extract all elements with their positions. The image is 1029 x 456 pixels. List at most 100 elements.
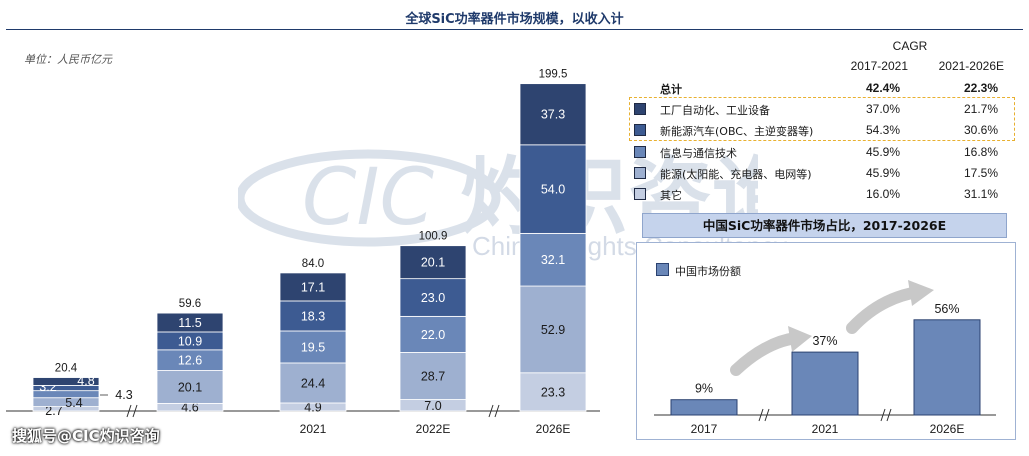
segment-label: 23.0 bbox=[421, 291, 445, 305]
share-bar-label: 56% bbox=[934, 302, 959, 316]
x-tick-label: 2026E bbox=[536, 422, 571, 436]
legend-row-name: 总计 bbox=[660, 83, 682, 96]
segment-label: 11.5 bbox=[178, 316, 201, 330]
bar-segment bbox=[519, 372, 587, 412]
share-arrow-1 bbox=[730, 332, 802, 376]
bar-segment bbox=[519, 285, 587, 374]
title-rule bbox=[6, 29, 1023, 30]
share-bar bbox=[791, 351, 859, 416]
axis-break-stroke bbox=[758, 408, 764, 422]
cagr-header: CAGR bbox=[892, 39, 928, 53]
cagr-period-1: 2017-2021 bbox=[850, 59, 908, 73]
segment-label: 17.1 bbox=[301, 280, 325, 294]
segment-label: 22.0 bbox=[421, 328, 445, 342]
share-x-tick-label: 2017 bbox=[691, 422, 718, 436]
cagr-period-2: 2021-2026E bbox=[938, 59, 1004, 73]
bar-segment bbox=[279, 272, 347, 302]
share-axis-break bbox=[880, 408, 892, 422]
segment-label: 20.1 bbox=[178, 380, 202, 394]
bar-total-label: 100.9 bbox=[419, 231, 448, 243]
legend-row-cagr-2: 21.7% bbox=[963, 102, 998, 116]
segment-label: 18.3 bbox=[301, 309, 325, 323]
share-legend-label: 中国市场份额 bbox=[675, 265, 741, 278]
bar-segment bbox=[399, 278, 467, 317]
bar-segment bbox=[279, 330, 347, 364]
share-bar-label: 37% bbox=[812, 334, 837, 348]
axis-break-stroke bbox=[880, 408, 886, 422]
axis-break-stroke bbox=[132, 404, 138, 418]
legend-row-cagr-2: 30.6% bbox=[963, 123, 998, 137]
legend-row-energy: 能源(太阳能、充电器、电网等) 45.9% 17.5% bbox=[630, 164, 1024, 183]
share-axis-break bbox=[758, 408, 770, 422]
x-tick-label: 2022E bbox=[416, 422, 451, 436]
axis-break-stroke bbox=[886, 408, 892, 422]
legend-row-cagr-1: 45.9% bbox=[865, 166, 900, 180]
segment-label: 52.9 bbox=[541, 323, 565, 337]
segment-label: 20.1 bbox=[421, 256, 445, 270]
bar-segment bbox=[399, 245, 467, 280]
share-x-tick-label: 2026E bbox=[930, 422, 965, 436]
bar-segment bbox=[156, 312, 224, 333]
legend-swatch bbox=[634, 188, 646, 200]
legend-swatch bbox=[634, 146, 646, 158]
legend-row-other: 其它 16.0% 31.1% bbox=[630, 185, 1024, 204]
share-bar-label: 9% bbox=[695, 382, 713, 396]
legend-row-ev: 新能源汽车(OBC、主逆变器等) 54.3% 30.6% bbox=[630, 121, 1024, 140]
segment-label: 23.3 bbox=[541, 385, 565, 399]
share-arrow-2 bbox=[846, 286, 924, 334]
share-arrow-head-2 bbox=[908, 280, 934, 306]
highlight-dashed-box bbox=[629, 97, 1015, 141]
axis-break bbox=[488, 404, 500, 418]
legend-row-cagr-1: 37.0% bbox=[865, 102, 900, 116]
segment-label: 19.5 bbox=[301, 340, 325, 354]
share-bar bbox=[670, 399, 738, 416]
legend-row-name: 新能源汽车(OBC、主逆变器等) bbox=[660, 125, 814, 138]
legend-row-cagr-2: 17.5% bbox=[963, 166, 998, 180]
segment-label: 5.4 bbox=[65, 396, 82, 410]
legend-row-name: 信息与通信技术 bbox=[660, 147, 737, 160]
bar-total-label: 84.0 bbox=[302, 258, 324, 270]
unit-label: 单位：人民币亿元 bbox=[24, 53, 112, 66]
legend-row-industrial: 工厂自动化、工业设备 37.0% 21.7% bbox=[630, 100, 1024, 119]
segment-label: 32.1 bbox=[541, 253, 565, 267]
watermark-logo-text: CIC bbox=[302, 153, 434, 243]
bar-total-label: 20.4 bbox=[55, 363, 78, 375]
legend-row-cagr-1: 54.3% bbox=[865, 123, 900, 137]
axis-break bbox=[126, 404, 138, 418]
share-legend-swatch bbox=[656, 263, 669, 276]
bar-segment bbox=[519, 144, 587, 234]
legend-swatch bbox=[634, 167, 646, 179]
bar-total-label: 199.5 bbox=[539, 69, 568, 81]
bar-segment bbox=[519, 83, 587, 146]
share-bar-chart: 9% 2017 37% 2021 56% 2026E bbox=[654, 280, 996, 436]
segment-label: 2.7 bbox=[45, 404, 62, 418]
segment-label: 24.4 bbox=[301, 376, 325, 390]
segment-label: 12.6 bbox=[178, 354, 202, 368]
legend-row-ict: 信息与通信技术 45.9% 16.8% bbox=[630, 143, 1024, 162]
bar-total-label: 59.6 bbox=[179, 298, 201, 310]
bar-segment bbox=[279, 362, 347, 404]
legend-row-name: 工厂自动化、工业设备 bbox=[660, 104, 770, 117]
legend-swatch bbox=[634, 124, 646, 136]
segment-label: 4.3 bbox=[115, 388, 132, 402]
segment-label: 4.9 bbox=[304, 400, 321, 414]
segment-label: 28.7 bbox=[421, 369, 445, 383]
share-bar bbox=[913, 319, 981, 416]
segment-label: 4.6 bbox=[181, 401, 198, 415]
legend-row-cagr-1: 16.0% bbox=[865, 187, 900, 201]
legend-row-name: 其它 bbox=[660, 189, 682, 202]
bar-segment bbox=[519, 232, 587, 287]
bar-segment bbox=[279, 300, 347, 332]
segment-label: 54.0 bbox=[541, 183, 565, 197]
bar-segment bbox=[399, 315, 467, 353]
legend-swatch bbox=[634, 103, 646, 115]
share-x-tick-label: 2021 bbox=[812, 422, 839, 436]
main-stacked-bar-chart: 2.75.44.33.2 4.820.44.620.112.610.911.559… bbox=[6, 69, 600, 436]
bar-segment bbox=[32, 377, 100, 386]
segment-label: 37.3 bbox=[541, 108, 565, 122]
axis-break-stroke bbox=[126, 404, 132, 418]
legend-row-cagr-2: 22.3% bbox=[963, 81, 998, 95]
bar-segment bbox=[399, 352, 467, 400]
legend-row-cagr-1: 45.9% bbox=[865, 145, 900, 159]
share-legend: 中国市场份额 bbox=[656, 263, 741, 279]
